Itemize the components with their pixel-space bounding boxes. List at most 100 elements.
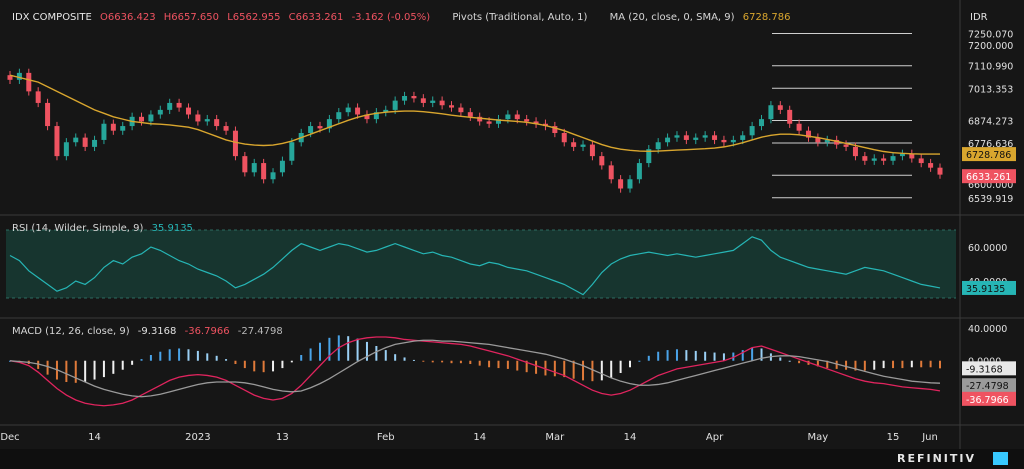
rsi-band [6,230,956,298]
candle-body [740,135,746,140]
x-tick-label: 14 [624,432,637,443]
candle-body [63,142,69,157]
candle-body [176,102,182,108]
macd-histogram-bar [638,360,641,362]
macd-histogram-bar [863,360,866,371]
candle-body [345,107,351,113]
macd-histogram-bar [84,360,87,382]
candle-body [120,126,126,131]
rsi-line [9,236,941,296]
macd-histogram-bar [431,360,434,363]
macd-histogram-bar [582,360,585,381]
candle-body [449,105,455,108]
macd-histogram-bar [215,355,218,361]
price-tick-label: 7250.070 [968,30,1013,41]
macd-histogram-bar [788,360,791,362]
candle-body [834,139,840,145]
macd-histogram-bar [168,349,171,361]
macd-legend: MACD (12, 26, close, 9) -9.3168 -36.7966… [12,326,288,337]
last-price-tag: 6633.261 [966,172,1011,183]
macd-value-tag: -9.3168 [966,364,1003,375]
rsi-value: 35.9135 [151,223,193,234]
x-tick-label: 14 [88,432,101,443]
x-tick-label: Apr [706,432,724,443]
candle-body [167,102,173,110]
candle-body [336,112,342,120]
macd-histogram-bar [478,360,481,366]
macd-histogram-bar [685,350,688,361]
candle-body [636,163,642,180]
candle-body [655,142,661,150]
macd-histogram-bar [394,354,397,361]
candle-body [561,133,567,143]
macd-histogram-bar [629,360,631,368]
macd-value-tag: -27.4798 [966,381,1009,392]
candle-body [486,121,492,124]
macd-histogram-bar [798,360,801,364]
candle-body [139,116,145,122]
close-value: C6633.261 [288,12,344,23]
candle-body [223,126,229,131]
candle-body [148,114,154,122]
candle-body [580,144,586,147]
macd-histogram-bar [225,359,228,361]
macd-histogram-bar [563,360,566,378]
macd-histogram-bar [516,360,519,371]
candle-body [852,146,858,157]
candle-body [373,112,379,120]
macd-value: -9.3168 [137,326,177,337]
high-value: H6657.650 [163,12,219,23]
candle-body [467,112,473,117]
macd-histogram-bar [845,360,848,370]
rsi-value-tag: 35.9135 [966,284,1005,295]
macd-histogram-bar [121,360,124,370]
macd-histogram-bar [535,360,538,374]
candle-body [495,119,501,124]
macd-tick-label: 40.0000 [968,324,1007,335]
candle-body [355,107,361,115]
candle-body [308,126,314,133]
price-tick-label: 7200.000 [968,41,1013,52]
rsi-title: RSI (14, Wilder, Simple, 9) [12,223,144,234]
macd-histogram-bar [234,360,237,364]
rsi-legend: RSI (14, Wilder, Simple, 9) 35.9135 [12,223,198,234]
candle-body [289,142,295,161]
macd-line [9,336,941,407]
macd-histogram-bar [140,359,143,361]
candle-body [881,158,887,161]
macd-line-value: -36.7966 [184,326,230,337]
macd-histogram-bar [112,360,115,374]
signal-value: -27.4798 [237,326,283,337]
macd-histogram-bar [572,360,575,379]
macd-histogram-bar [347,336,350,361]
price-tick-label: 6776.636 [968,139,1013,150]
x-tick-label: 13 [276,432,289,443]
macd-histogram-bar [309,348,312,361]
macd-histogram-bar [412,359,415,361]
candle-body [402,96,408,101]
macd-histogram-bar [920,360,923,368]
ma-label: MA (20, close, 0, SMA, 9) [609,12,735,23]
ma-price-tag-bg [962,147,1016,162]
macd-histogram-bar [713,352,716,361]
rsi-tick-label: 60.0000 [968,243,1007,254]
price-tick-label: 6874.273 [968,116,1013,127]
candle-body [627,179,633,189]
candle-body [890,156,896,161]
x-tick-label: 15 [887,432,900,443]
x-tick-label: 14 [473,432,486,443]
macd-histogram-bar [506,360,509,369]
macd-histogram-bar [102,360,105,378]
macd-histogram-bar [873,360,876,370]
macd-histogram-bar [610,360,613,378]
candle-body [862,156,868,161]
macd-histogram-bar [525,360,528,373]
footer-bar: REFINITIV [0,449,1024,469]
candle-body [683,135,689,140]
macd-histogram-bar [281,360,284,369]
candle-body [787,109,793,124]
macd-histogram-bar [403,357,406,361]
macd-histogram-bar [65,360,68,382]
macd-histogram-bar [206,353,209,361]
